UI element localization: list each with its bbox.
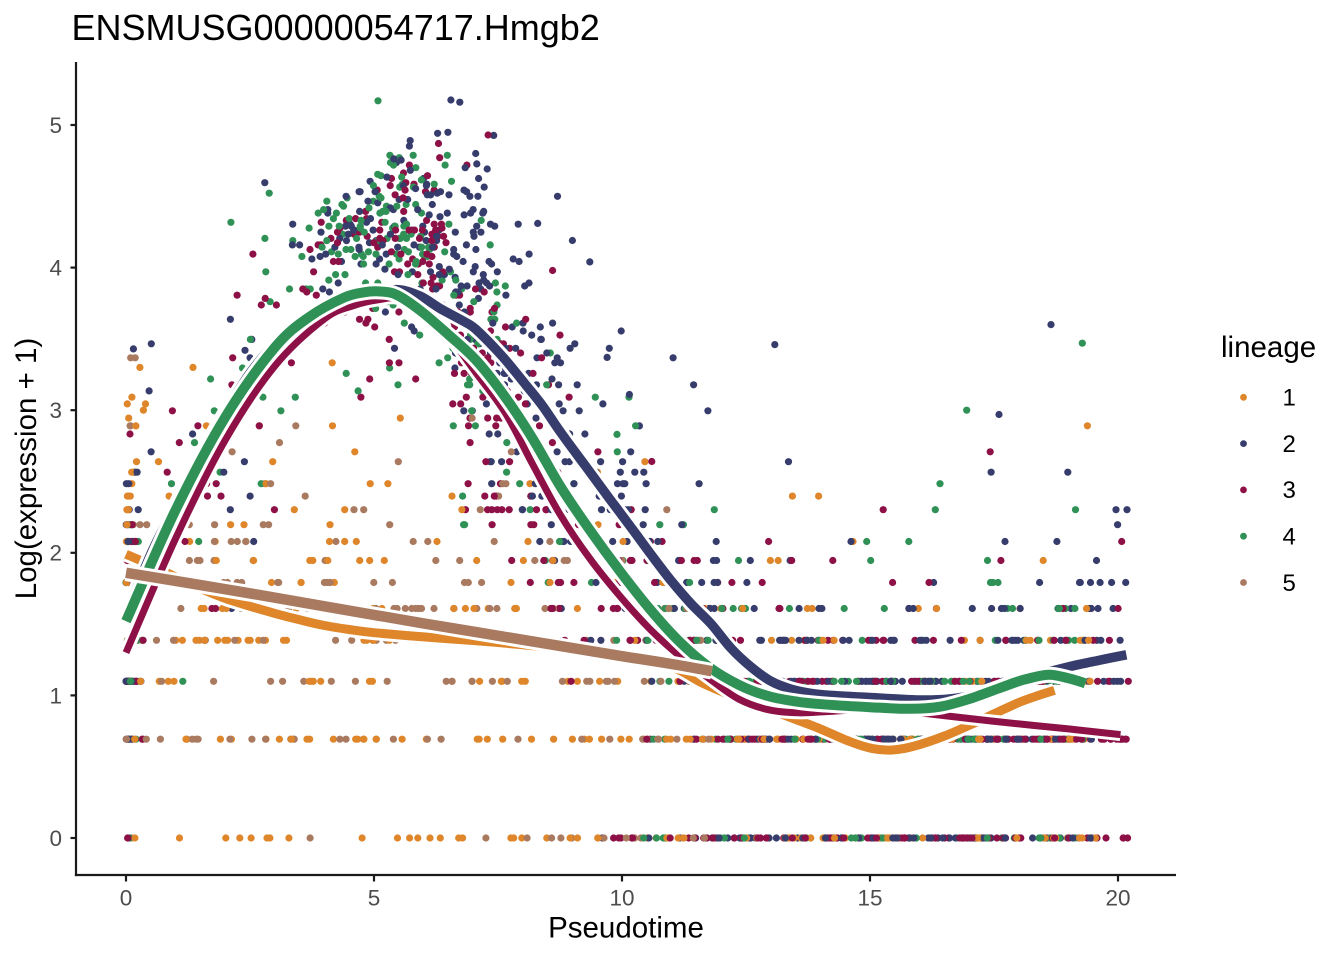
svg-text:Log(expression + 1): Log(expression + 1) [10, 338, 43, 600]
svg-text:ENSMUSG00000054717.Hmgb2: ENSMUSG00000054717.Hmgb2 [72, 7, 600, 48]
svg-text:1: 1 [1283, 385, 1296, 412]
svg-text:0: 0 [120, 886, 133, 911]
svg-text:3: 3 [1283, 477, 1296, 504]
svg-text:3: 3 [49, 398, 62, 423]
svg-text:10: 10 [609, 886, 634, 911]
svg-text:1: 1 [49, 683, 62, 708]
svg-text:lineage: lineage [1221, 331, 1316, 364]
svg-text:20: 20 [1105, 886, 1130, 911]
svg-text:Pseudotime: Pseudotime [548, 912, 704, 945]
svg-text:4: 4 [49, 256, 62, 281]
svg-text:0: 0 [49, 826, 62, 851]
svg-text:5: 5 [1283, 570, 1296, 597]
svg-text:4: 4 [1283, 524, 1296, 551]
svg-text:2: 2 [49, 541, 62, 566]
svg-text:2: 2 [1283, 431, 1296, 458]
svg-text:5: 5 [49, 113, 62, 138]
svg-text:5: 5 [368, 886, 381, 911]
svg-text:15: 15 [857, 886, 882, 911]
